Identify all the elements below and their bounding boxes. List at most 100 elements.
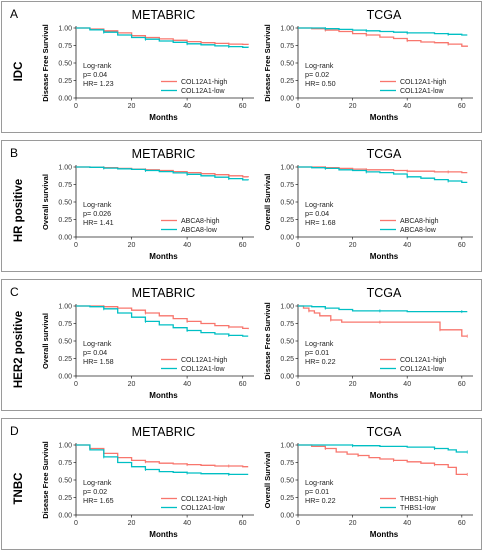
x-tick-label: 40 (403, 520, 411, 527)
survival-curve-high (76, 27, 249, 46)
x-tick-label: 20 (349, 103, 357, 110)
y-tick-label: 0.00 (58, 235, 72, 242)
stats-line: HR= 1.58 (83, 357, 114, 366)
km-chart-metabric: METABRIC 0.00 0.25 0.50 0.75 1.00 0 20 40 60 Month… (41, 8, 254, 122)
y-tick-label: 0.25 (280, 78, 294, 85)
x-tick-label: 60 (458, 103, 466, 110)
legend-label: COL12A1-low (400, 366, 445, 373)
x-axis-label: Months (370, 391, 399, 400)
x-tick-label: 40 (183, 103, 191, 110)
x-tick-label: 60 (239, 520, 247, 527)
y-tick-label: 0.75 (58, 43, 72, 50)
y-tick-label: 0.75 (280, 182, 294, 189)
subtype-label: TNBC (13, 473, 25, 505)
x-tick-label: 20 (349, 242, 357, 249)
stats-line: Log-rank (83, 339, 112, 348)
stats-line: HR= 1.68 (305, 218, 336, 227)
stats-line: p= 0.04 (83, 348, 107, 357)
km-chart-tcga: TCGA 0.00 0.25 0.50 0.75 1.00 0 20 40 60 Months Dis… (263, 8, 473, 122)
stats-line: HR= 1.41 (83, 218, 114, 227)
stats-line: HR= 1.23 (83, 79, 114, 88)
chart-title: TCGA (367, 147, 402, 161)
y-tick-label: 0.50 (58, 61, 72, 68)
x-tick-label: 0 (296, 520, 300, 527)
y-tick-label: 0.00 (58, 96, 72, 103)
chart-title: TCGA (367, 286, 402, 300)
subtype-label: HR positive (13, 179, 25, 242)
y-tick-label: 0.50 (58, 478, 72, 485)
x-tick-label: 40 (183, 242, 191, 249)
y-tick-label: 0.50 (280, 339, 294, 346)
stats-line: p= 0.04 (305, 209, 329, 218)
x-tick-label: 20 (349, 381, 357, 388)
stats-line: p= 0.026 (83, 209, 111, 218)
x-tick-label: 20 (128, 381, 136, 388)
y-tick-label: 0.50 (58, 339, 72, 346)
legend-label: COL12A1-low (181, 88, 226, 95)
y-tick-label: 1.00 (280, 26, 294, 33)
x-tick-label: 20 (349, 520, 357, 527)
survival-curve-high (298, 444, 468, 476)
y-tick-label: 0.75 (280, 43, 294, 50)
y-tick-label: 0.50 (280, 200, 294, 207)
stats-line: p= 0.04 (83, 70, 107, 79)
legend-label: THBS1-low (400, 505, 436, 512)
x-tick-label: 60 (458, 381, 466, 388)
chart-title: TCGA (367, 425, 402, 439)
survival-curve-low (76, 166, 249, 181)
y-tick-label: 1.00 (58, 165, 72, 172)
stats-line: p= 0.02 (305, 70, 329, 79)
x-tick-label: 20 (128, 242, 136, 249)
survival-curve-low (298, 166, 468, 184)
x-axis-label: Months (370, 113, 399, 122)
survival-curve-high (76, 444, 249, 468)
y-tick-label: 1.00 (280, 165, 294, 172)
panel-letter: B (10, 146, 18, 160)
y-tick-label: 0.25 (58, 495, 72, 502)
km-chart-metabric: METABRIC 0.00 0.25 0.50 0.75 1.00 0 20 40 60 Month… (41, 286, 254, 400)
stats-line: p= 0.01 (305, 487, 329, 496)
legend-label: ABCA8-high (400, 218, 439, 225)
panel-frame (1, 279, 482, 411)
legend-label: THBS1-high (400, 496, 438, 503)
y-axis-label: Overall Survival (263, 174, 272, 231)
x-tick-label: 60 (239, 381, 247, 388)
x-axis-label: Months (149, 113, 178, 122)
x-tick-label: 40 (183, 520, 191, 527)
y-axis-label: Overall Survival (263, 452, 272, 509)
x-tick-label: 40 (403, 242, 411, 249)
stats-line: HR= 0.22 (305, 357, 336, 366)
survival-curve-high (76, 305, 249, 330)
stats-line: Log-rank (305, 339, 334, 348)
y-axis-label: Disease Free Survival (41, 441, 50, 519)
y-tick-label: 0.25 (58, 356, 72, 363)
x-tick-label: 0 (296, 242, 300, 249)
x-axis-label: Months (370, 530, 399, 539)
subtype-label: IDC (13, 62, 25, 82)
survival-curve-high (298, 27, 468, 47)
y-tick-label: 0.00 (280, 96, 294, 103)
x-tick-label: 0 (74, 520, 78, 527)
y-axis-label: Overall survival (41, 313, 50, 369)
legend-label: COL12A1-high (400, 79, 446, 86)
x-tick-label: 0 (296, 103, 300, 110)
survival-curve-high (298, 166, 468, 174)
y-tick-label: 0.25 (280, 495, 294, 502)
stats-line: HR= 1.65 (83, 496, 114, 505)
stats-line: HR= 0.22 (305, 496, 336, 505)
y-tick-label: 0.50 (280, 61, 294, 68)
y-tick-label: 0.00 (280, 235, 294, 242)
x-tick-label: 0 (296, 381, 300, 388)
chart-title: METABRIC (132, 147, 196, 161)
y-tick-label: 0.75 (280, 460, 294, 467)
y-tick-label: 1.00 (280, 443, 294, 450)
x-tick-label: 20 (128, 520, 136, 527)
y-tick-label: 0.75 (280, 321, 294, 328)
legend-label: ABCA8-low (400, 227, 437, 234)
x-tick-label: 40 (403, 381, 411, 388)
panel-letter: D (10, 424, 19, 438)
stats-line: Log-rank (83, 61, 112, 70)
legend-label: COL12A1-high (181, 496, 227, 503)
x-axis-label: Months (149, 530, 178, 539)
